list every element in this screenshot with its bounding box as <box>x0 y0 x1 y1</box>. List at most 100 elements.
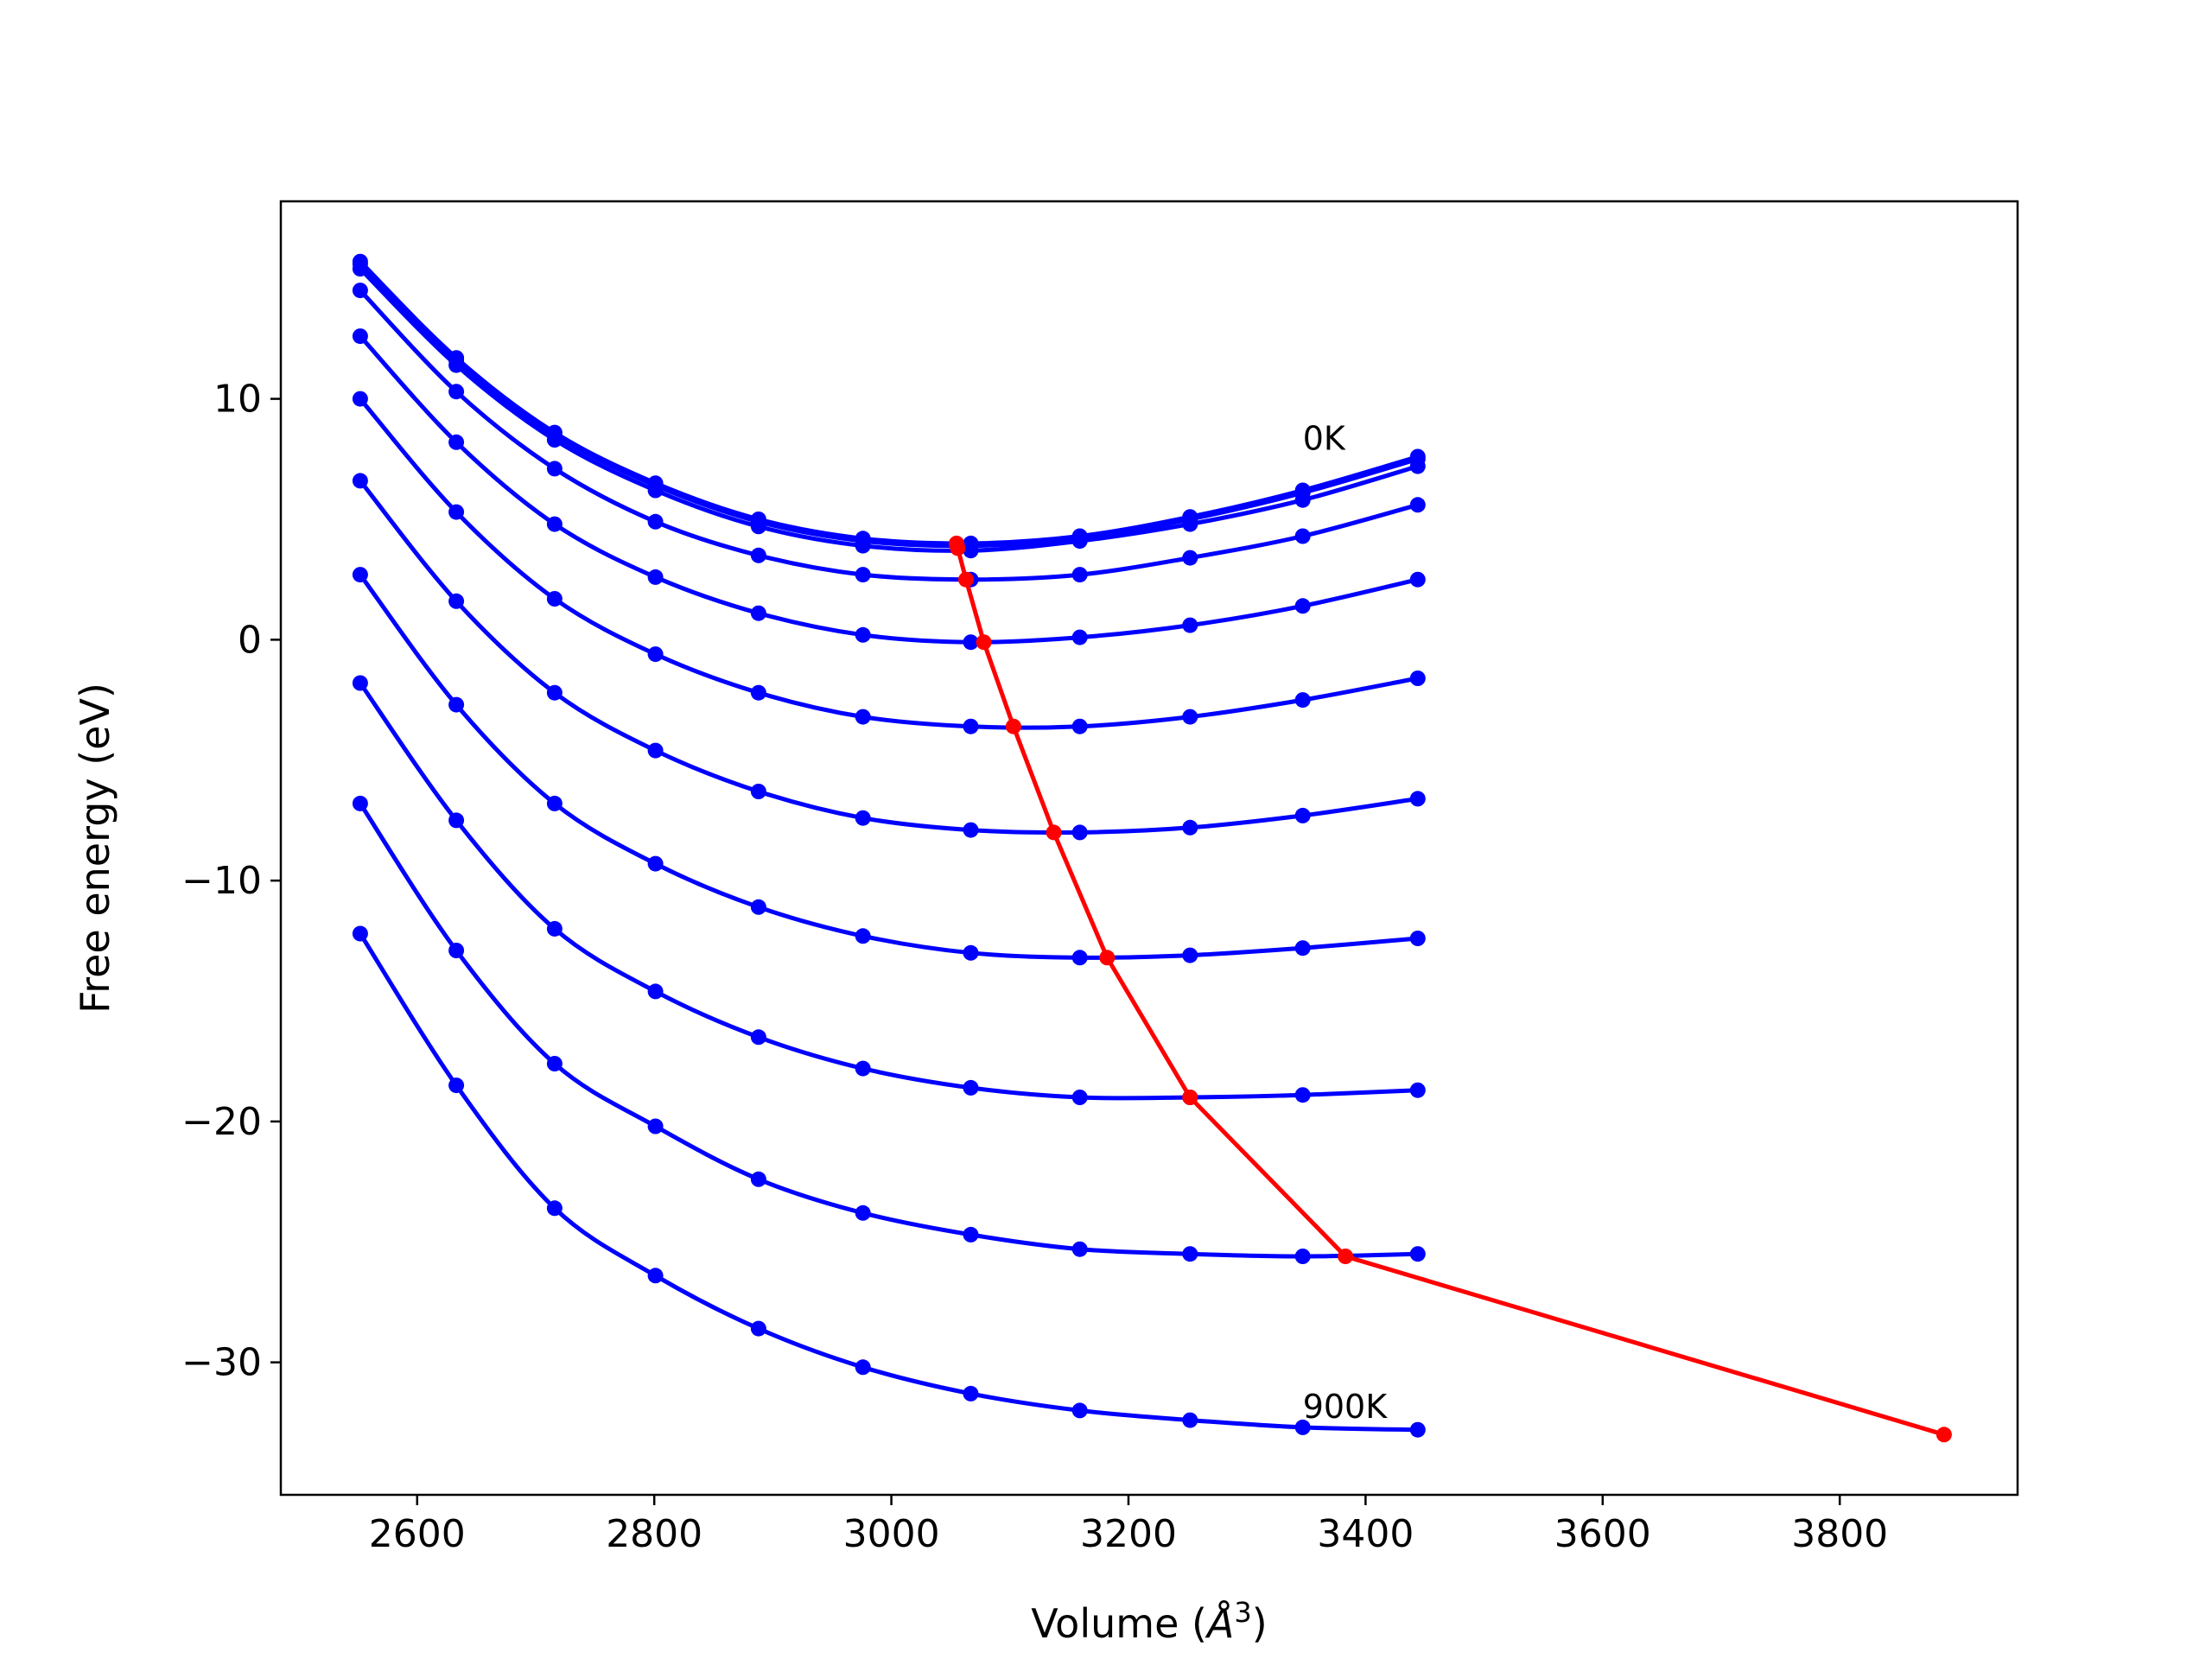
data-point-s2-1 <box>448 357 465 373</box>
series-line-4 <box>359 334 1419 645</box>
series-line-3 <box>359 289 1419 582</box>
minima-point-6 <box>1099 950 1116 966</box>
data-point-s4-7 <box>1071 629 1088 645</box>
data-point-s5-8 <box>1182 709 1198 725</box>
data-point-s3-0 <box>352 283 368 299</box>
data-point-s8-7 <box>1071 1090 1088 1105</box>
minima-point-1 <box>950 540 966 556</box>
x-axis-label-text: Volume ( <box>1031 1600 1207 1647</box>
data-point-s4-5 <box>855 626 871 643</box>
data-point-s6-7 <box>1071 824 1088 841</box>
data-point-s2-2 <box>546 432 563 448</box>
x-tick-label-5: 3600 <box>1554 1512 1651 1556</box>
annotation-label-0: 0K <box>1303 420 1346 458</box>
data-point-s5-6 <box>963 718 979 734</box>
x-tick-label-0: 2600 <box>369 1512 466 1556</box>
data-point-s3-1 <box>448 384 465 400</box>
data-point-s3-7 <box>1071 567 1088 583</box>
data-point-s10-0 <box>352 925 368 942</box>
data-point-s6-0 <box>352 473 368 489</box>
annotations: 0K 900K <box>1303 420 1389 1427</box>
minima-point-4 <box>1005 718 1021 734</box>
data-point-s8-4 <box>750 1029 766 1046</box>
data-point-s7-4 <box>750 899 766 915</box>
data-point-s10-2 <box>546 1200 563 1217</box>
data-point-s8-9 <box>1294 1087 1311 1103</box>
minima-point-3 <box>976 634 992 651</box>
data-point-s8-6 <box>963 1079 979 1096</box>
data-point-s9-9 <box>1294 1249 1311 1264</box>
data-point-s8-10 <box>1409 1082 1426 1098</box>
data-point-s2-7 <box>1071 533 1088 550</box>
data-point-s7-6 <box>963 944 979 961</box>
data-point-s9-2 <box>546 1056 563 1071</box>
series-line-0 <box>359 259 1419 546</box>
data-point-s9-1 <box>448 943 465 958</box>
data-point-s5-1 <box>448 504 465 520</box>
data-point-s3-2 <box>546 461 563 477</box>
data-point-s8-2 <box>546 920 563 937</box>
axes-frame <box>279 200 2019 1497</box>
series-line-8 <box>358 682 1418 1101</box>
y-tick-label-1: 0 <box>238 618 262 662</box>
data-point-s4-10 <box>1409 571 1426 588</box>
data-point-s9-8 <box>1182 1246 1198 1262</box>
series-line-10 <box>358 932 1418 1433</box>
data-point-s10-8 <box>1182 1412 1198 1428</box>
x-tick-label-3: 3200 <box>1080 1512 1177 1556</box>
x-tick-label-6: 3800 <box>1791 1512 1888 1556</box>
data-point-s2-4 <box>750 518 766 535</box>
data-point-s9-5 <box>855 1205 871 1221</box>
data-point-s7-0 <box>352 567 368 583</box>
data-point-s9-4 <box>750 1171 766 1187</box>
data-point-s4-6 <box>963 634 979 651</box>
data-point-s8-3 <box>647 983 664 1000</box>
data-point-s6-4 <box>750 784 766 799</box>
y-axis-label: Free energy (eV) <box>72 683 118 1014</box>
data-point-s6-10 <box>1409 791 1426 807</box>
data-point-s4-1 <box>448 434 465 450</box>
data-point-s2-6 <box>963 543 979 559</box>
data-point-s7-2 <box>546 795 563 811</box>
series-points <box>352 253 1426 1438</box>
data-point-s4-2 <box>546 516 563 532</box>
data-point-s5-3 <box>647 646 664 663</box>
data-point-s4-9 <box>1294 598 1311 614</box>
y-tick-label-0: 10 <box>213 378 262 422</box>
y-tick-label-3: −20 <box>181 1100 262 1144</box>
y-tick-label-4: −30 <box>181 1341 262 1385</box>
axis-ticks: 2600 2800 3000 3200 3400 3600 3800 10 0 −10 −20 −30 <box>181 378 1888 1556</box>
x-axis-label-unit: Å <box>1205 1600 1234 1647</box>
x-axis-label-sup: 3 <box>1234 1596 1251 1629</box>
data-point-s2-10 <box>1409 458 1426 474</box>
minima-point-2 <box>958 571 974 588</box>
data-point-s9-7 <box>1071 1241 1088 1257</box>
data-point-s2-5 <box>855 537 871 554</box>
data-point-s5-2 <box>546 591 563 607</box>
data-point-s6-3 <box>647 742 664 759</box>
minima-point-5 <box>1046 824 1062 841</box>
y-tick-label-2: −10 <box>181 859 262 903</box>
data-point-s6-9 <box>1294 807 1311 823</box>
data-point-s5-9 <box>1294 692 1311 709</box>
minima-line <box>954 543 1945 1437</box>
data-point-s5-5 <box>855 709 871 725</box>
data-point-s3-5 <box>855 567 871 583</box>
data-point-s7-7 <box>1071 950 1088 966</box>
data-point-s2-9 <box>1294 492 1311 508</box>
minima-point-9 <box>1936 1427 1952 1443</box>
x-tick-label-4: 3400 <box>1317 1512 1414 1556</box>
data-point-s7-9 <box>1294 940 1311 957</box>
data-point-s9-6 <box>963 1226 979 1243</box>
data-point-s2-8 <box>1182 516 1198 532</box>
minima-point-7 <box>1182 1090 1198 1105</box>
data-point-s10-5 <box>855 1359 871 1376</box>
data-point-s7-3 <box>647 855 664 872</box>
data-point-s7-5 <box>855 928 871 944</box>
data-point-s5-7 <box>1071 718 1088 734</box>
x-tick-label-2: 3000 <box>843 1512 940 1556</box>
data-point-s3-3 <box>647 513 664 530</box>
x-tick-label-1: 2800 <box>606 1512 702 1556</box>
